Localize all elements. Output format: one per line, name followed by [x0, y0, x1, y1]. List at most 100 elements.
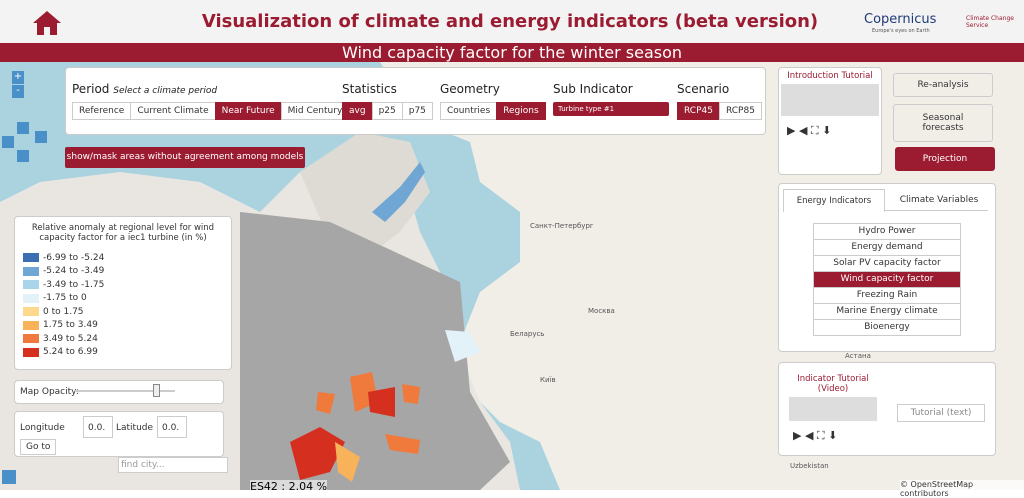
attribution: © OpenStreetMap contributors: [900, 480, 1024, 498]
legend-label: 5.24 to 6.99: [43, 347, 98, 358]
header-title: Visualization of climate and energy indi…: [201, 11, 819, 32]
legend-label: 0 to 1.75: [43, 306, 84, 317]
legend-item: -3.49 to -1.75: [21, 278, 225, 292]
legend-label: -6.99 to -5.24: [43, 252, 105, 263]
video-thumb[interactable]: [789, 397, 877, 421]
period-section: Period Select a climate period Reference…: [72, 74, 350, 120]
intro-title[interactable]: Introduction Tutorial: [787, 71, 873, 81]
map-label: Київ: [540, 376, 556, 384]
expand[interactable]: [2, 470, 16, 484]
intro-tutorial: Introduction Tutorial ▶ ◀ ⛶ ⬇: [778, 67, 882, 175]
map-label: Санкт-Петербург: [530, 222, 594, 230]
map-label: Беларусь: [510, 330, 545, 338]
option-button[interactable]: Current Climate: [130, 102, 216, 120]
legend-item: 0 to 1.75: [21, 305, 225, 319]
legend-label: 3.49 to 5.24: [43, 333, 98, 344]
legend-item: -6.99 to -5.24: [21, 251, 225, 265]
select[interactable]: Turbine type #1: [553, 102, 669, 116]
legend-swatch: [23, 320, 39, 330]
video-controls[interactable]: ▶ ◀ ⛶ ⬇: [793, 429, 838, 442]
lat-label: Latitude: [116, 423, 154, 433]
statistics-section: Statistics avg p25 p75: [342, 74, 433, 120]
option-button[interactable]: Mid Century: [280, 102, 350, 120]
option-button[interactable]: RCP45: [677, 102, 720, 120]
tab[interactable]: Climate Variables: [899, 195, 979, 205]
legend-label: -1.75 to 0: [43, 293, 87, 304]
legend-item: -1.75 to 0: [21, 292, 225, 306]
indicator-item[interactable]: Bioenergy: [813, 319, 961, 336]
indicator-item[interactable]: Marine Energy climate: [813, 303, 961, 320]
zoom-out[interactable]: -: [12, 85, 24, 98]
indicator-item[interactable]: Freezing Rain: [813, 287, 961, 304]
text-tutorial[interactable]: Tutorial (text): [897, 404, 985, 422]
option-button[interactable]: Countries: [440, 102, 498, 120]
opacity-box: Map Opacity:: [14, 380, 224, 404]
legend-item: 1.75 to 3.49: [21, 319, 225, 333]
legend-item: 5.24 to 6.99: [21, 346, 225, 360]
banner: Wind capacity factor for the winter seas…: [0, 43, 1024, 62]
option-button[interactable]: Regions: [496, 102, 546, 120]
pan-down[interactable]: [17, 150, 29, 162]
controls-panel: Period Select a climate period Reference…: [65, 67, 766, 135]
legend-label: 1.75 to 3.49: [43, 320, 98, 331]
legend-swatch: [23, 253, 39, 263]
home-icon[interactable]: [32, 10, 62, 36]
legend-swatch: [23, 266, 39, 276]
zoom-in[interactable]: +: [12, 71, 24, 84]
option-button[interactable]: p75: [401, 102, 433, 120]
legend-swatch: [23, 307, 39, 317]
logo-copernicus[interactable]: Copernicus: [864, 12, 937, 27]
goto-box: Longitude 0.0. Latitude 0.0. Go to: [14, 411, 224, 457]
legend-item: 3.49 to 5.24: [21, 332, 225, 346]
legend-swatch: [23, 293, 39, 303]
slider[interactable]: [153, 384, 160, 397]
tab[interactable]: Energy Indicators: [783, 189, 885, 212]
legend-swatch: [23, 347, 39, 357]
option-button[interactable]: Near Future: [214, 102, 282, 120]
indicator-tutorial[interactable]: Indicator Tutorial (Video): [797, 374, 869, 394]
mask-button[interactable]: show/mask areas without agreement among …: [65, 147, 305, 168]
lon-label: Longitude: [20, 423, 65, 433]
legend-swatch: [23, 280, 39, 290]
label: Statistics: [342, 82, 397, 96]
indicator-item[interactable]: Hydro Power: [813, 223, 961, 240]
indicator-panel: Energy Indicators Climate Variables Hydr…: [778, 183, 996, 352]
hover-info: ES42 : 2.04 %: [250, 480, 328, 493]
go-button[interactable]: Go to: [20, 439, 57, 455]
header: Visualization of climate and energy indi…: [0, 0, 1024, 43]
pan-right[interactable]: [35, 131, 47, 143]
dataset-button[interactable]: Seasonal forecasts: [893, 104, 993, 142]
map-label: Москва: [588, 307, 615, 315]
indicator-item[interactable]: Wind capacity factor: [813, 271, 961, 288]
legend-label: -5.24 to -3.49: [43, 266, 105, 277]
dataset-button[interactable]: Projection: [895, 147, 995, 171]
opacity-label: Map Opacity:: [20, 387, 79, 397]
option-button[interactable]: p25: [371, 102, 403, 120]
label: Geometry: [440, 82, 500, 96]
video-thumb[interactable]: [781, 84, 879, 116]
legend-label: -3.49 to -1.75: [43, 279, 105, 290]
label: Sub Indicator: [553, 82, 633, 96]
legend-swatch: [23, 334, 39, 344]
pan-left[interactable]: [2, 136, 14, 148]
map-label: Uzbekistan: [790, 462, 829, 470]
legend-title: Relative anomaly at regional level for w…: [31, 223, 215, 243]
indicator-item[interactable]: Energy demand: [813, 239, 961, 256]
city-search[interactable]: find city...: [118, 457, 228, 473]
indicator-item[interactable]: Solar PV capacity factor: [813, 255, 961, 272]
video-controls[interactable]: ▶ ◀ ⛶ ⬇: [787, 124, 832, 137]
logo-c3s[interactable]: Climate Change Service: [966, 15, 1014, 29]
label: Period: [72, 82, 110, 96]
option-button[interactable]: avg: [342, 102, 373, 120]
lon-input[interactable]: 0.0.: [83, 416, 113, 438]
sub-indicator-section: Sub Indicator Turbine type #1: [553, 74, 669, 116]
tutorial-panel: Indicator Tutorial (Video) ▶ ◀ ⛶ ⬇ Tutor…: [778, 362, 996, 456]
option-button[interactable]: RCP85: [718, 102, 762, 120]
option-button[interactable]: Reference: [72, 102, 132, 120]
map-label: Астана: [845, 352, 871, 360]
legend: Relative anomaly at regional level for w…: [14, 216, 232, 370]
dataset-button[interactable]: Re-analysis: [893, 73, 993, 97]
pan-up[interactable]: [17, 122, 29, 134]
lat-input[interactable]: 0.0.: [157, 416, 187, 438]
